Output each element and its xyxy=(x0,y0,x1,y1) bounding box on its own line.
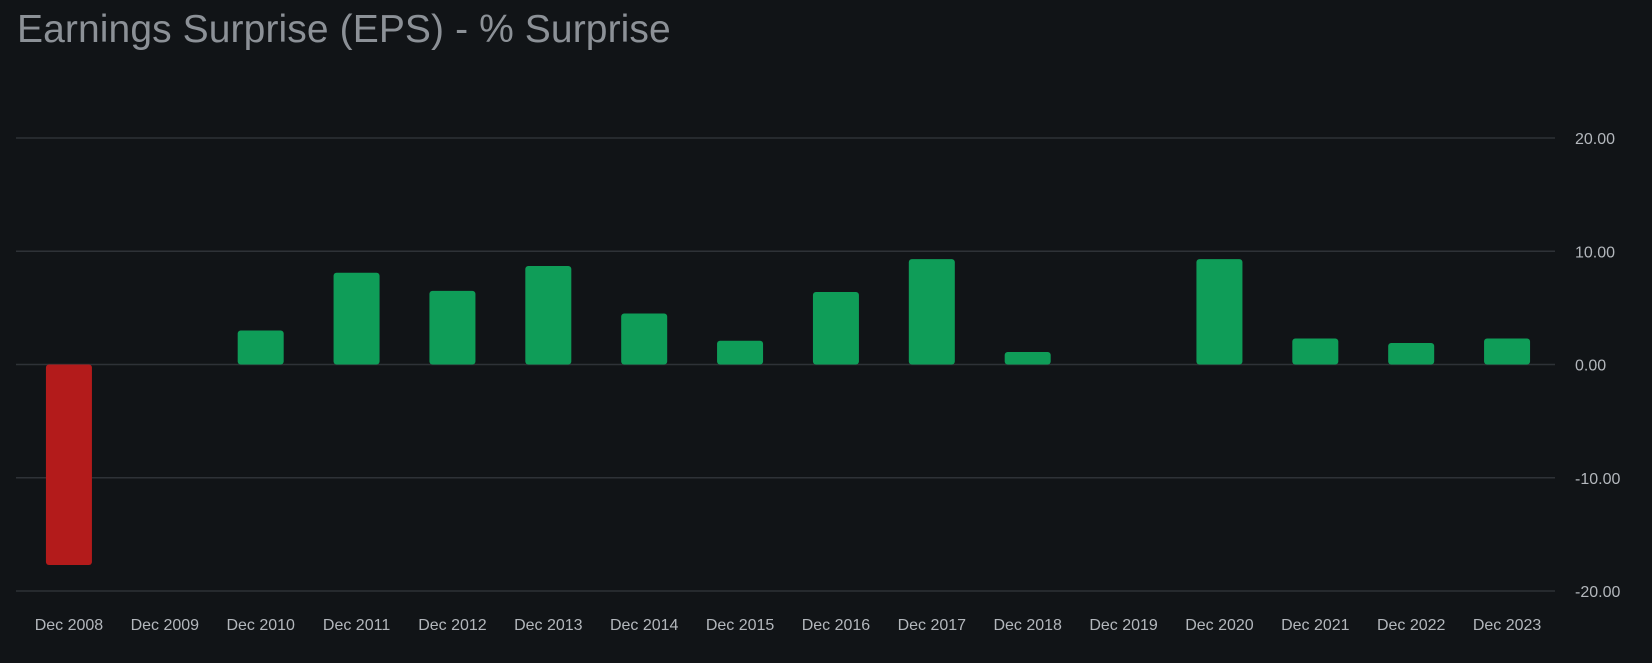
bar-dec-2018[interactable] xyxy=(1004,352,1051,365)
x-tick-label: Dec 2023 xyxy=(1473,617,1542,634)
bar-dec-2008[interactable] xyxy=(45,364,92,565)
x-tick-label: Dec 2022 xyxy=(1377,617,1446,634)
x-tick-label: Dec 2015 xyxy=(706,617,775,634)
chart-title: Earnings Surprise (EPS) - % Surprise xyxy=(17,8,671,51)
x-tick-label: Dec 2013 xyxy=(514,617,583,634)
bar-dec-2014[interactable] xyxy=(621,313,668,365)
x-tick-label: Dec 2010 xyxy=(226,617,295,634)
y-tick-label: 10.00 xyxy=(1575,244,1615,261)
bar-dec-2023[interactable] xyxy=(1484,338,1531,365)
bar-dec-2010[interactable] xyxy=(237,330,284,365)
x-tick-label: Dec 2020 xyxy=(1185,617,1254,634)
bar-dec-2011[interactable] xyxy=(333,272,380,365)
x-tick-label: Dec 2014 xyxy=(610,617,679,634)
bar-dec-2016[interactable] xyxy=(812,292,859,365)
x-tick-label: Dec 2012 xyxy=(418,617,487,634)
x-tick-label: Dec 2011 xyxy=(323,617,390,634)
x-tick-label: Dec 2019 xyxy=(1089,617,1158,634)
bars xyxy=(45,259,1531,565)
x-tick-label: Dec 2008 xyxy=(35,617,104,634)
y-axis-tick-labels: 20.00 10.00 0.00 -10.00 -20.00 xyxy=(1575,131,1620,601)
y-tick-label: 0.00 xyxy=(1575,358,1606,375)
bar-dec-2022[interactable] xyxy=(1388,342,1435,365)
x-axis-tick-labels: Dec 2008 Dec 2009 Dec 2010 Dec 2011 Dec 2012… xyxy=(35,617,1542,634)
bar-dec-2017[interactable] xyxy=(908,259,955,365)
x-tick-label: Dec 2018 xyxy=(993,617,1062,634)
y-tick-label: -20.00 xyxy=(1575,584,1620,601)
x-tick-label: Dec 2009 xyxy=(131,617,200,634)
bar-dec-2015[interactable] xyxy=(717,340,764,365)
bar-dec-2012[interactable] xyxy=(429,290,476,365)
x-tick-label: Dec 2021 xyxy=(1281,617,1350,634)
bar-dec-2020[interactable] xyxy=(1196,259,1243,365)
x-tick-label: Dec 2016 xyxy=(802,617,871,634)
bar-dec-2013[interactable] xyxy=(525,265,572,365)
y-tick-label: -10.00 xyxy=(1575,471,1620,488)
y-tick-label: 20.00 xyxy=(1575,131,1615,148)
x-tick-label: Dec 2017 xyxy=(898,617,967,634)
bar-dec-2021[interactable] xyxy=(1292,338,1339,365)
